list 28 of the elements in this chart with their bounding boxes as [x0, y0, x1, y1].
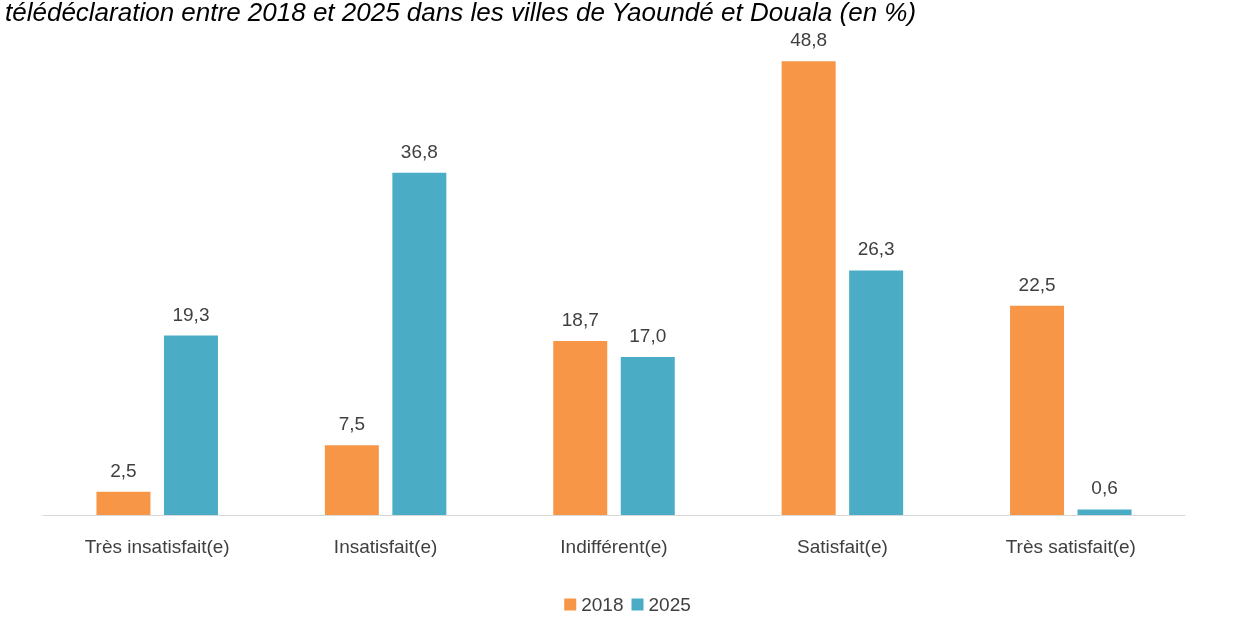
data-label: 18,7 [561, 309, 599, 331]
legend-label: 2018 [581, 594, 624, 615]
bar [1010, 305, 1065, 515]
bar [849, 270, 904, 515]
data-label: 2,5 [110, 459, 137, 481]
x-tick-label: Satisfait(e) [796, 536, 888, 557]
legend-label: 2025 [648, 594, 691, 615]
data-label: 0,6 [1091, 477, 1118, 499]
data-label: 19,3 [172, 303, 210, 325]
bar [163, 335, 218, 515]
bar [553, 341, 608, 515]
data-label: 26,3 [857, 238, 895, 260]
bar [1077, 509, 1132, 515]
data-label: 48,8 [790, 29, 828, 51]
chart-title: télédéclaration entre 2018 et 2025 dans les villes de Yaoundé et Douala (en %) [5, 0, 917, 27]
data-label: 7,5 [338, 413, 366, 435]
data-label: 36,8 [400, 140, 438, 162]
data-label: 17,0 [629, 324, 667, 346]
x-tick-label: Insatisfait(e) [333, 536, 438, 557]
bar [96, 491, 151, 515]
bar [324, 445, 379, 515]
bar [620, 356, 675, 515]
x-tick-label: Très satisfait(e) [1005, 536, 1136, 557]
data-label: 22,5 [1018, 273, 1056, 295]
bar [781, 61, 836, 515]
x-tick-label: Très insatisfait(e) [84, 536, 230, 557]
x-tick-label: Indifférent(e) [560, 536, 668, 557]
bar [392, 172, 447, 515]
